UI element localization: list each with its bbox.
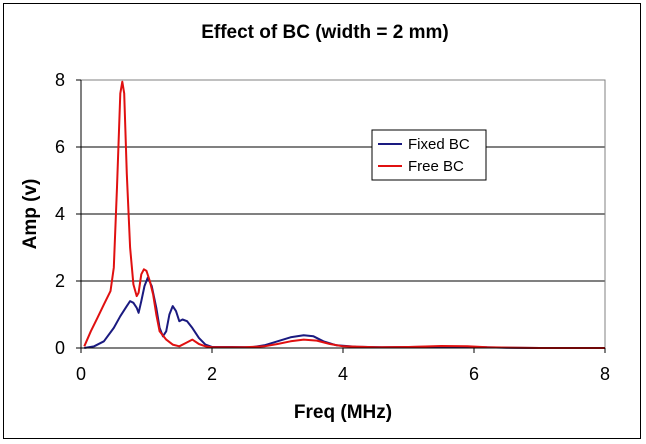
legend-box bbox=[371, 129, 487, 181]
y-tick-label-4: 8 bbox=[55, 70, 65, 90]
y-tick-label-2: 4 bbox=[55, 204, 65, 224]
y-axis-title: Amp (v) bbox=[20, 179, 41, 250]
gridlines bbox=[81, 79, 605, 282]
x-tick-label-3: 6 bbox=[469, 364, 479, 384]
legend-label-0: Fixed BC bbox=[408, 136, 470, 153]
x-tick-label-4: 8 bbox=[600, 364, 610, 384]
x-axis-title: Freq (MHz) bbox=[294, 402, 392, 423]
axes bbox=[76, 79, 606, 353]
x-tick-label-2: 4 bbox=[338, 364, 348, 384]
tick-labels: 0 2 4 6 8 0 2 4 6 8 bbox=[55, 70, 610, 384]
legend: Fixed BC Free BC bbox=[371, 129, 487, 181]
series-layer bbox=[83, 80, 605, 349]
series-line-fixed-bc bbox=[84, 276, 605, 349]
y-tick-label-1: 2 bbox=[55, 271, 65, 291]
legend-label-1: Free BC bbox=[408, 158, 464, 175]
series-line-free-bc bbox=[83, 80, 605, 349]
x-tick-label-0: 0 bbox=[76, 364, 86, 384]
y-tick-label-0: 0 bbox=[55, 338, 65, 358]
chart-frame bbox=[3, 3, 641, 439]
x-tick-label-1: 2 bbox=[207, 364, 217, 384]
y-tick-label-3: 6 bbox=[55, 137, 65, 157]
chart-title: Effect of BC (width = 2 mm) bbox=[201, 22, 449, 43]
